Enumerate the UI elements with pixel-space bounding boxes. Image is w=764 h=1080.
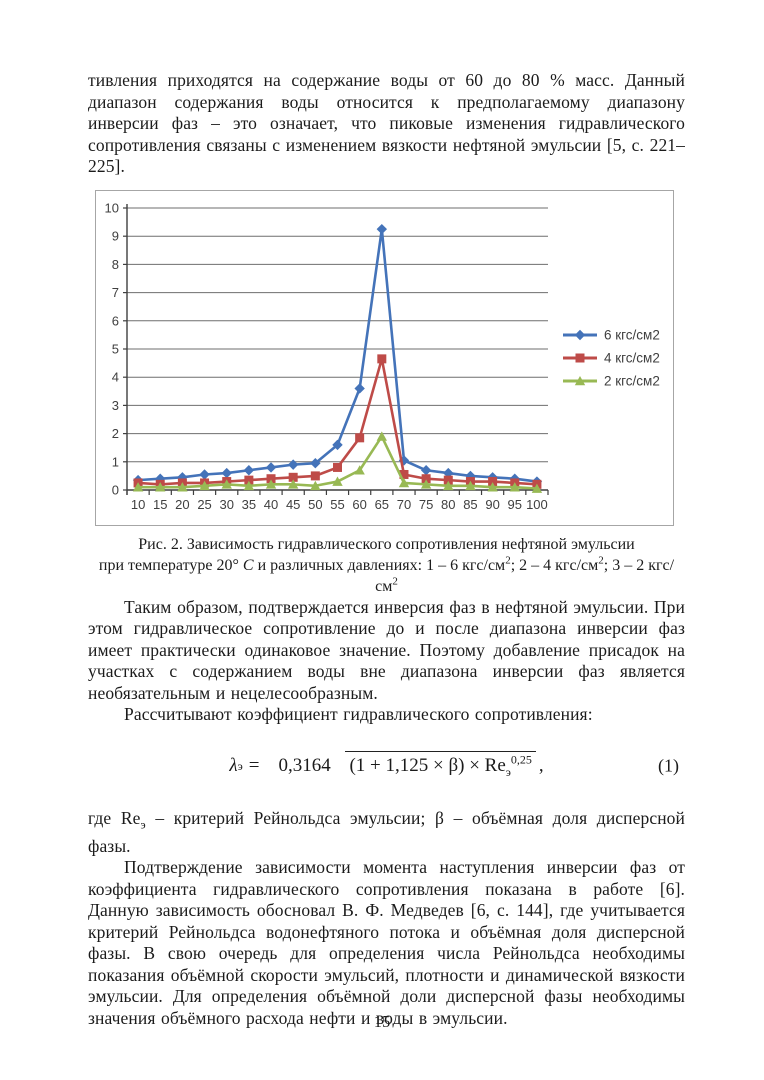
paragraph-2: Таким образом, подтверждается инверсия ф… (88, 596, 685, 703)
svg-text:10: 10 (131, 497, 145, 512)
svg-text:100: 100 (526, 497, 548, 512)
figure-caption: Рис. 2. Зависимость гидравлического сопр… (88, 534, 685, 597)
svg-text:60: 60 (352, 497, 366, 512)
svg-text:9: 9 (112, 228, 119, 243)
figure-caption-line1: Рис. 2. Зависимость гидравлического сопр… (138, 535, 635, 553)
paragraph-5: Подтверждение зависимости момента наступ… (88, 857, 685, 1028)
svg-text:6: 6 (112, 313, 119, 328)
svg-text:2: 2 (112, 426, 119, 441)
svg-text:15: 15 (153, 497, 167, 512)
svg-text:65: 65 (375, 497, 389, 512)
svg-text:55: 55 (330, 497, 344, 512)
svg-text:30: 30 (219, 497, 233, 512)
equation-number: (1) (658, 755, 679, 775)
svg-text:7: 7 (112, 285, 119, 300)
svg-text:20: 20 (175, 497, 189, 512)
formula-fraction: 0,3164 (1 + 1,125 × β) × Reэ0,25 (268, 750, 536, 777)
svg-text:0: 0 (112, 482, 119, 497)
svg-text:2 кгс/см2: 2 кгс/см2 (604, 373, 660, 388)
svg-text:1: 1 (112, 454, 119, 469)
svg-text:3: 3 (112, 397, 119, 412)
svg-text:6 кгс/см2: 6 кгс/см2 (604, 327, 660, 342)
paragraph-3: Рассчитывают коэффициент гидравлического… (124, 704, 593, 724)
svg-text:40: 40 (264, 497, 278, 512)
svg-text:45: 45 (286, 497, 300, 512)
svg-text:25: 25 (197, 497, 211, 512)
svg-text:4 кгс/см2: 4 кгс/см2 (604, 350, 660, 365)
page-content: тивления приходятся на содержание воды о… (88, 70, 685, 1029)
paragraph-4: где Reэ – критерий Рейнольдса эмульсии; … (88, 807, 685, 856)
svg-text:90: 90 (485, 497, 499, 512)
figure-2-chart: 0 1 2 3 4 5 6 7 8 9 10 10 15 20 25 30 35 40 45 50 55 60 65 70 75… (95, 189, 674, 526)
svg-text:85: 85 (463, 497, 477, 512)
svg-text:95: 95 (508, 497, 522, 512)
svg-text:5: 5 (112, 341, 119, 356)
svg-text:80: 80 (441, 497, 455, 512)
page-number: 15 (373, 1012, 391, 1031)
svg-text:4: 4 (112, 369, 119, 384)
paragraph-1: тивления приходятся на содержание воды о… (88, 70, 685, 176)
svg-text:35: 35 (242, 497, 256, 512)
svg-text:10: 10 (105, 200, 119, 215)
svg-text:75: 75 (419, 497, 433, 512)
svg-text:50: 50 (308, 497, 322, 512)
svg-text:70: 70 (397, 497, 411, 512)
figure-caption-line2: при температуре 20° С и различных давлен… (98, 554, 675, 595)
svg-text:8: 8 (112, 256, 119, 271)
